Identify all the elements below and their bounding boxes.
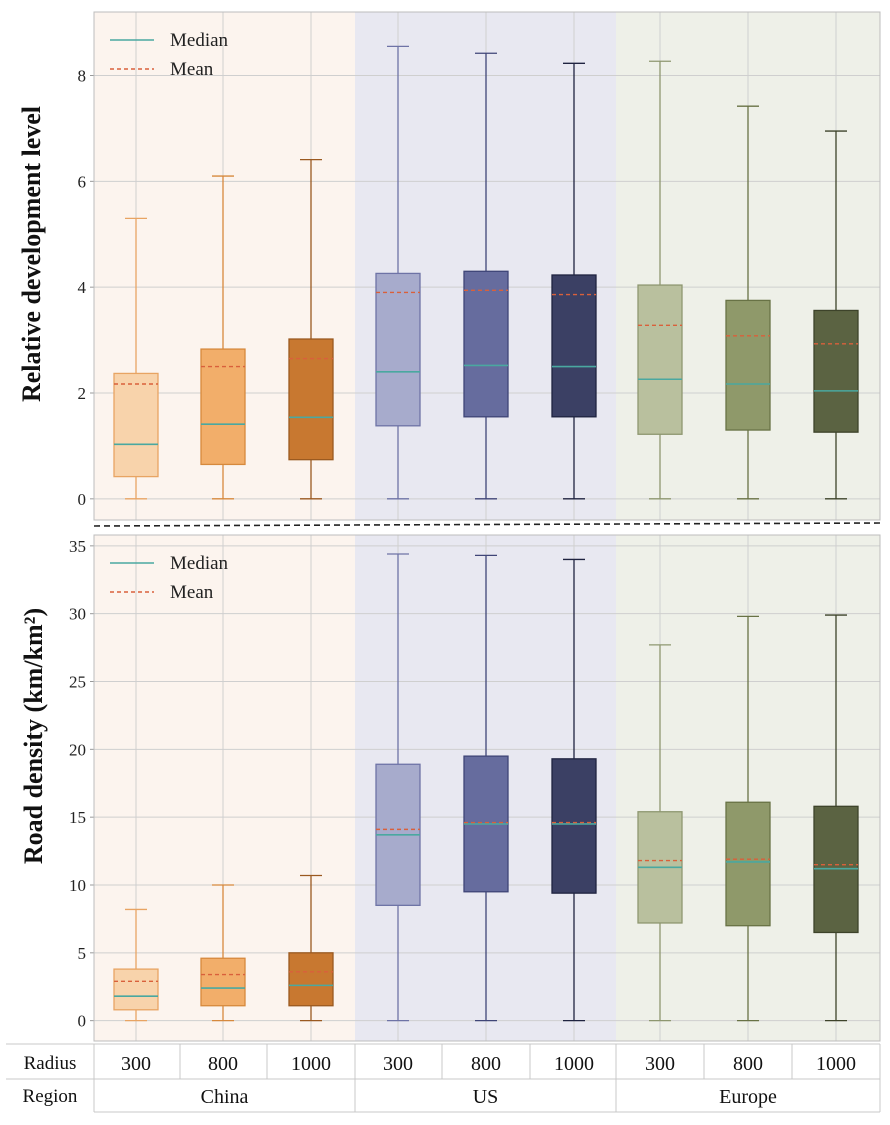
region-name: China [201,1086,249,1108]
y-axis-label: Road density (km/km²) [19,608,48,864]
y-tick-label: 30 [69,605,86,624]
radius-value: 300 [645,1053,675,1075]
legend: Median Mean [110,553,229,603]
radius-value: 800 [733,1053,763,1075]
box-iqr [288,338,334,461]
y-tick-label: 4 [78,278,87,297]
box-iqr [375,272,421,427]
box-3 [288,158,334,500]
radius-value: 300 [121,1053,151,1075]
region-name: US [473,1086,499,1108]
radius-value: 1000 [816,1053,856,1075]
y-tick-label: 2 [78,384,87,403]
box-8 [725,615,771,1022]
box-iqr [113,372,159,478]
box-iqr [725,299,771,431]
y-tick-label: 5 [78,944,87,963]
box-iqr [200,348,246,466]
box-iqr [551,758,597,894]
box-7 [637,644,683,1022]
legend: Median Mean [110,30,229,80]
box-7 [637,60,683,500]
legend-mean-label: Mean [170,582,214,603]
box-1 [113,217,159,500]
radius-value: 300 [383,1053,413,1075]
radius-value: 800 [208,1053,238,1075]
panel-frame [93,534,881,1042]
y-tick-label: 6 [78,172,87,191]
box-6 [551,62,597,500]
box-4 [375,553,421,1022]
panel-divider [93,522,883,527]
y-tick-label: 25 [69,673,86,692]
box-iqr [200,957,246,1007]
box-9 [813,130,859,500]
radius-row-label: Radius [24,1053,77,1074]
panel-road-density: 0 5 10 15 20 25 30 35 Median Mean Road density (km… [19,534,881,1042]
box-6 [551,558,597,1022]
y-tick-label: 10 [69,876,86,895]
box-iqr [725,801,771,927]
y-tick-label: 0 [78,490,87,509]
region-row-label: Region [23,1086,78,1107]
box-5 [463,554,509,1022]
box-iqr [463,270,509,418]
box-iqr [551,274,597,418]
y-tick-label: 20 [69,740,86,759]
box-4 [375,45,421,500]
radius-value: 1000 [554,1053,594,1075]
category-table: Radius Region 300 800 1000 300 800 1000 300 800 10… [6,1043,881,1113]
box-iqr [813,309,859,433]
box-8 [725,105,771,500]
box-5 [463,52,509,500]
legend-median-label: Median [170,553,229,574]
box-9 [813,614,859,1022]
box-2 [200,175,246,500]
y-tick-label: 8 [78,67,87,86]
box-iqr [113,968,159,1011]
region-name: Europe [719,1086,777,1108]
radius-value: 1000 [291,1053,331,1075]
box-iqr [637,284,683,435]
box-2 [200,884,246,1022]
y-tick-label: 0 [78,1012,87,1031]
box-1 [113,908,159,1022]
legend-mean-label: Mean [170,59,214,80]
y-tick-label: 35 [69,537,86,556]
legend-median-label: Median [170,30,229,51]
panel-development: 0 2 4 6 8 Median Mean Relative development leve… [17,11,881,521]
box-iqr [288,952,334,1007]
panel-frame [93,11,881,521]
y-axis-label: Relative development level [17,106,46,402]
radius-value: 800 [471,1053,501,1075]
y-tick-label: 15 [69,808,86,827]
box-3 [288,874,334,1022]
